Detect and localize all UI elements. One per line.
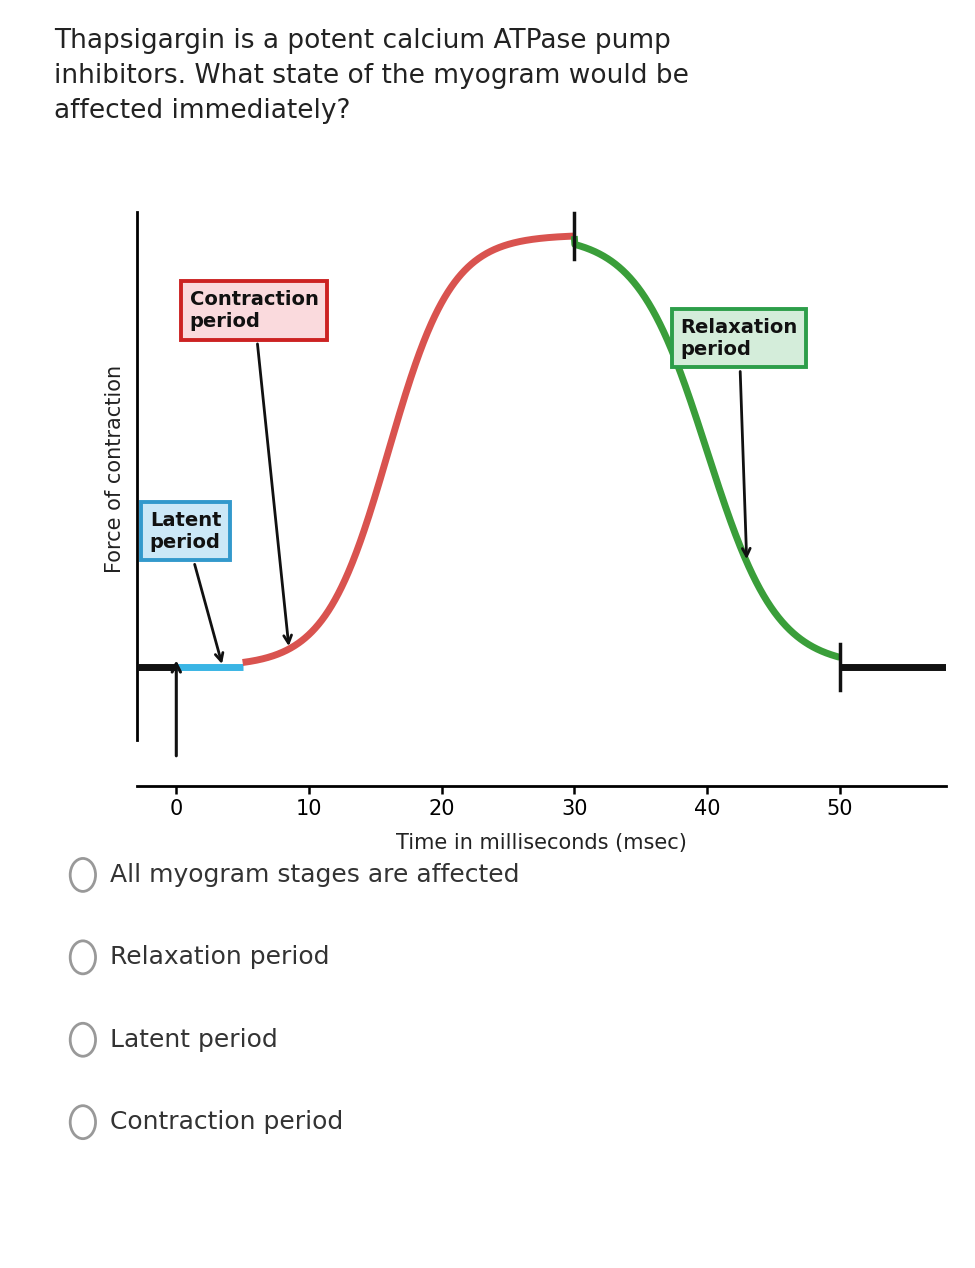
X-axis label: Time in milliseconds (msec): Time in milliseconds (msec) — [396, 833, 686, 853]
Text: Contraction
period: Contraction period — [189, 290, 319, 643]
Text: Relaxation period: Relaxation period — [110, 946, 330, 969]
Text: Relaxation
period: Relaxation period — [681, 317, 798, 557]
Text: Contraction period: Contraction period — [110, 1111, 343, 1134]
Text: Latent period: Latent period — [110, 1028, 278, 1051]
Text: All myogram stages are affected: All myogram stages are affected — [110, 864, 520, 886]
Y-axis label: Force of contraction: Force of contraction — [105, 365, 126, 573]
Text: Thapsigargin is a potent calcium ATPase pump
inhibitors. What state of the myogr: Thapsigargin is a potent calcium ATPase … — [54, 28, 688, 124]
Text: Latent
period: Latent period — [150, 511, 223, 661]
